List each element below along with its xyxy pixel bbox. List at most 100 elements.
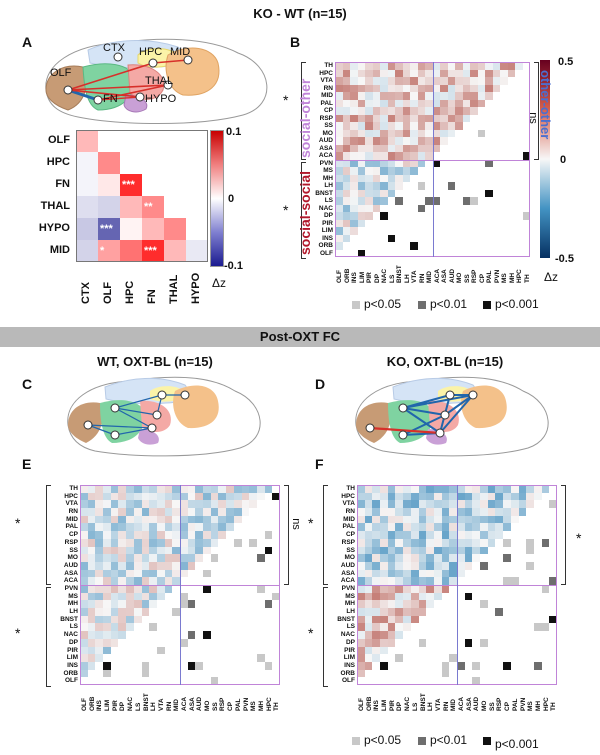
panel-b-col-label: LH xyxy=(403,274,411,283)
panel-f-cell xyxy=(487,523,496,532)
legend-bottom-swatch-p05 xyxy=(352,737,360,745)
panel-e-cell xyxy=(110,654,119,663)
panel-e-cell xyxy=(180,669,188,678)
panel-e-cell xyxy=(256,554,265,563)
panel-e-cell xyxy=(164,546,173,555)
panel-f-col-label: LIM xyxy=(381,699,389,711)
panel-b-cell xyxy=(485,182,493,190)
panel-e-cell xyxy=(226,546,235,555)
panel-f-row-label: TH xyxy=(346,485,355,492)
panel-b-row-label: INS xyxy=(322,234,333,242)
panel-e-cell xyxy=(126,485,135,493)
panel-f-cell xyxy=(357,492,365,501)
panel-e-cell xyxy=(126,508,135,517)
panel-e-cell xyxy=(218,531,227,540)
panel-f-cell xyxy=(457,585,465,593)
panel-f-cell xyxy=(518,500,527,509)
panel-e-cell xyxy=(195,561,204,570)
panel-f-cell xyxy=(403,669,412,678)
panel-e-cell xyxy=(156,661,165,670)
panel-e-cell xyxy=(126,561,135,570)
panel-b-cell xyxy=(357,197,366,205)
panel-e-cell xyxy=(118,485,127,493)
panel-f-cell xyxy=(403,546,412,555)
panel-b-cell xyxy=(492,174,501,183)
panel-f-cell xyxy=(541,585,550,593)
panel-f-cell xyxy=(533,500,542,509)
panel-b-cell xyxy=(372,92,381,100)
panel-b-cell xyxy=(507,167,516,175)
panel-b-cell xyxy=(470,152,478,160)
panel-b-cell xyxy=(455,167,463,175)
panel-b-cell xyxy=(515,234,523,243)
panel-f-cell xyxy=(457,515,465,524)
panel-e-cell xyxy=(126,592,135,601)
panel-b-cell xyxy=(387,62,396,70)
panel-e-cell xyxy=(210,538,219,547)
panel-e-cell xyxy=(80,577,88,586)
panel-a-col-label: HPC xyxy=(124,280,136,304)
panel-b-cell xyxy=(492,99,501,108)
panel-e-cell xyxy=(249,485,258,493)
panel-e-cell xyxy=(218,608,227,617)
panel-e-cell xyxy=(95,615,104,624)
panel-f-cell xyxy=(472,638,481,647)
panel-b-cell xyxy=(492,122,501,130)
panel-e-cell xyxy=(226,600,235,609)
panel-e-cell xyxy=(110,554,119,563)
panel-b-cell xyxy=(395,99,403,108)
panel-f-cell xyxy=(464,654,473,663)
panel-b-cell xyxy=(365,204,373,213)
panel-f-cell xyxy=(533,508,542,517)
panel-f-cell xyxy=(457,600,465,609)
panel-f-cell xyxy=(387,500,396,509)
panel-b-cell xyxy=(380,204,388,213)
panel-b-cell xyxy=(417,212,426,220)
panel-e-cell xyxy=(233,500,242,509)
panel-f-cell xyxy=(403,500,412,509)
panel-b-row-label: RN xyxy=(323,84,333,92)
panel-f-cell xyxy=(395,546,404,555)
panel-f-cell xyxy=(503,515,512,524)
panel-f-cell xyxy=(503,638,512,647)
legend-label-p01: p<0.01 xyxy=(430,297,468,311)
panel-b-cell xyxy=(342,234,351,243)
panel-e-col-label: PVN xyxy=(242,697,250,711)
panel-f-cell xyxy=(487,485,496,493)
panel-b-cell xyxy=(515,249,523,258)
panel-f-row-label: LS xyxy=(346,623,355,631)
panel-f-row-label: MS xyxy=(345,592,355,600)
panel-b-cell xyxy=(387,249,396,258)
panel-e-cell xyxy=(264,669,273,678)
panel-b-cell xyxy=(485,107,493,115)
panel-f-cell xyxy=(372,523,381,532)
panel-b-cell xyxy=(500,129,508,138)
panel-b-cell xyxy=(440,62,448,70)
panel-f-cell xyxy=(380,531,389,540)
panel-b-cell xyxy=(492,159,501,168)
panel-f-cell xyxy=(441,523,450,532)
panel-b-cell xyxy=(365,174,373,183)
panel-b-cell xyxy=(492,62,501,70)
panel-b-col-label: OLF xyxy=(336,270,343,283)
panel-f-cell xyxy=(480,515,489,524)
panel-b-cell xyxy=(395,234,403,243)
panel-e-cell xyxy=(249,523,258,532)
panel-e-cell xyxy=(149,677,158,686)
panel-f-cell xyxy=(387,523,396,532)
panel-b-cell xyxy=(455,137,463,145)
panel-f-cell xyxy=(472,485,481,493)
panel-f-cell xyxy=(433,485,442,493)
panel-e-cell xyxy=(80,600,88,609)
panel-b-cell xyxy=(515,69,523,78)
panel-b-cell xyxy=(410,182,418,190)
panel-e-cell xyxy=(103,577,112,586)
panel-f-col-label: ASA xyxy=(465,697,473,711)
panel-e-cell xyxy=(180,661,188,670)
panel-e-cell xyxy=(233,638,242,647)
panel-f-cell xyxy=(441,592,450,601)
panel-f-cell xyxy=(372,677,381,686)
legend-bottom-swatch-p01 xyxy=(418,737,426,745)
panel-f-cell xyxy=(426,654,435,663)
panel-f-cell xyxy=(510,585,519,593)
